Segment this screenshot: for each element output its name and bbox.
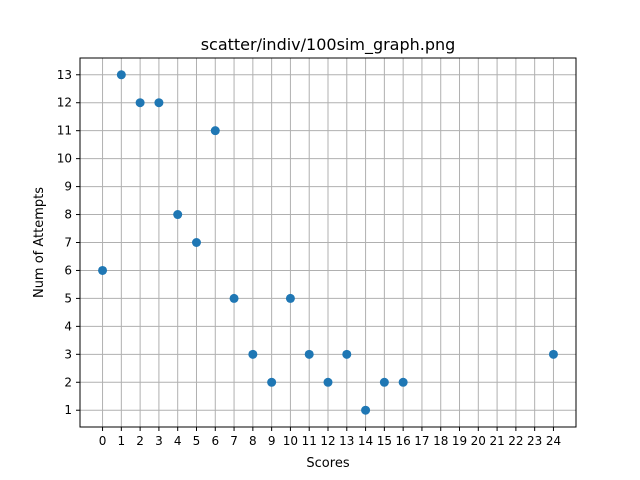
x-axis-label: Scores <box>306 456 349 471</box>
x-tick-label: 19 <box>452 434 467 448</box>
x-tick-label: 15 <box>377 434 392 448</box>
x-tick-label: 7 <box>230 434 238 448</box>
data-point <box>379 377 389 387</box>
x-tick-label: 17 <box>414 434 429 448</box>
data-point <box>285 293 295 303</box>
data-point <box>361 405 371 415</box>
data-point <box>323 377 333 387</box>
x-tick-label: 8 <box>249 434 257 448</box>
data-point <box>548 349 558 359</box>
y-tick-label: 4 <box>64 319 72 333</box>
x-tick-label: 0 <box>99 434 107 448</box>
x-tick-label: 24 <box>546 434 561 448</box>
x-tick-label: 10 <box>283 434 298 448</box>
x-tick-label: 12 <box>320 434 335 448</box>
y-tick-label: 1 <box>64 403 72 417</box>
data-point <box>154 98 164 108</box>
x-tick-label: 11 <box>302 434 317 448</box>
x-tick-label: 5 <box>193 434 201 448</box>
y-tick-label: 12 <box>57 96 72 110</box>
data-point <box>304 349 314 359</box>
y-axis-label: Num of Attempts <box>32 187 47 298</box>
data-point <box>135 98 145 108</box>
x-tick-label: 6 <box>211 434 219 448</box>
y-tick-label: 5 <box>64 291 72 305</box>
data-point <box>267 377 277 387</box>
grid-lines <box>80 58 576 427</box>
y-tick-label: 7 <box>64 236 72 250</box>
y-tick-label: 2 <box>64 375 72 389</box>
chart-title: scatter/indiv/100sim_graph.png <box>201 35 456 55</box>
data-point <box>191 238 201 247</box>
data-point <box>173 210 183 220</box>
data-point <box>210 126 220 136</box>
y-tick-label: 11 <box>57 124 72 138</box>
data-point <box>342 349 352 359</box>
x-tick-label: 23 <box>527 434 542 448</box>
x-tick-label: 21 <box>489 434 504 448</box>
x-tick-label: 9 <box>268 434 276 448</box>
data-point <box>98 265 108 275</box>
x-tick-label: 16 <box>396 434 411 448</box>
x-tick-label: 1 <box>118 434 126 448</box>
x-tick-label: 14 <box>358 434 373 448</box>
x-tick-label: 4 <box>174 434 182 448</box>
y-tick-label: 6 <box>64 263 72 277</box>
data-point <box>116 70 126 80</box>
y-tick-label: 8 <box>64 208 72 222</box>
data-points <box>98 70 558 415</box>
x-tick-label: 13 <box>339 434 354 448</box>
x-tick-label: 2 <box>136 434 144 448</box>
y-tick-label: 3 <box>64 347 72 361</box>
data-point <box>248 349 258 359</box>
x-tick-label: 20 <box>471 434 486 448</box>
plot-frame <box>79 57 577 428</box>
axis-ticks: 0 1 2 3 4 5 6 7 8 9 10 11 12 13 14 15 16 17 18 19 20 21 22 23 24… <box>57 68 561 448</box>
data-point <box>229 293 239 303</box>
data-point <box>398 377 408 387</box>
x-tick-label: 3 <box>155 434 163 448</box>
x-tick-label: 22 <box>508 434 523 448</box>
y-tick-label: 10 <box>57 152 72 166</box>
y-tick-label: 13 <box>57 68 72 82</box>
y-tick-label: 9 <box>64 180 72 194</box>
x-tick-label: 18 <box>433 434 448 448</box>
